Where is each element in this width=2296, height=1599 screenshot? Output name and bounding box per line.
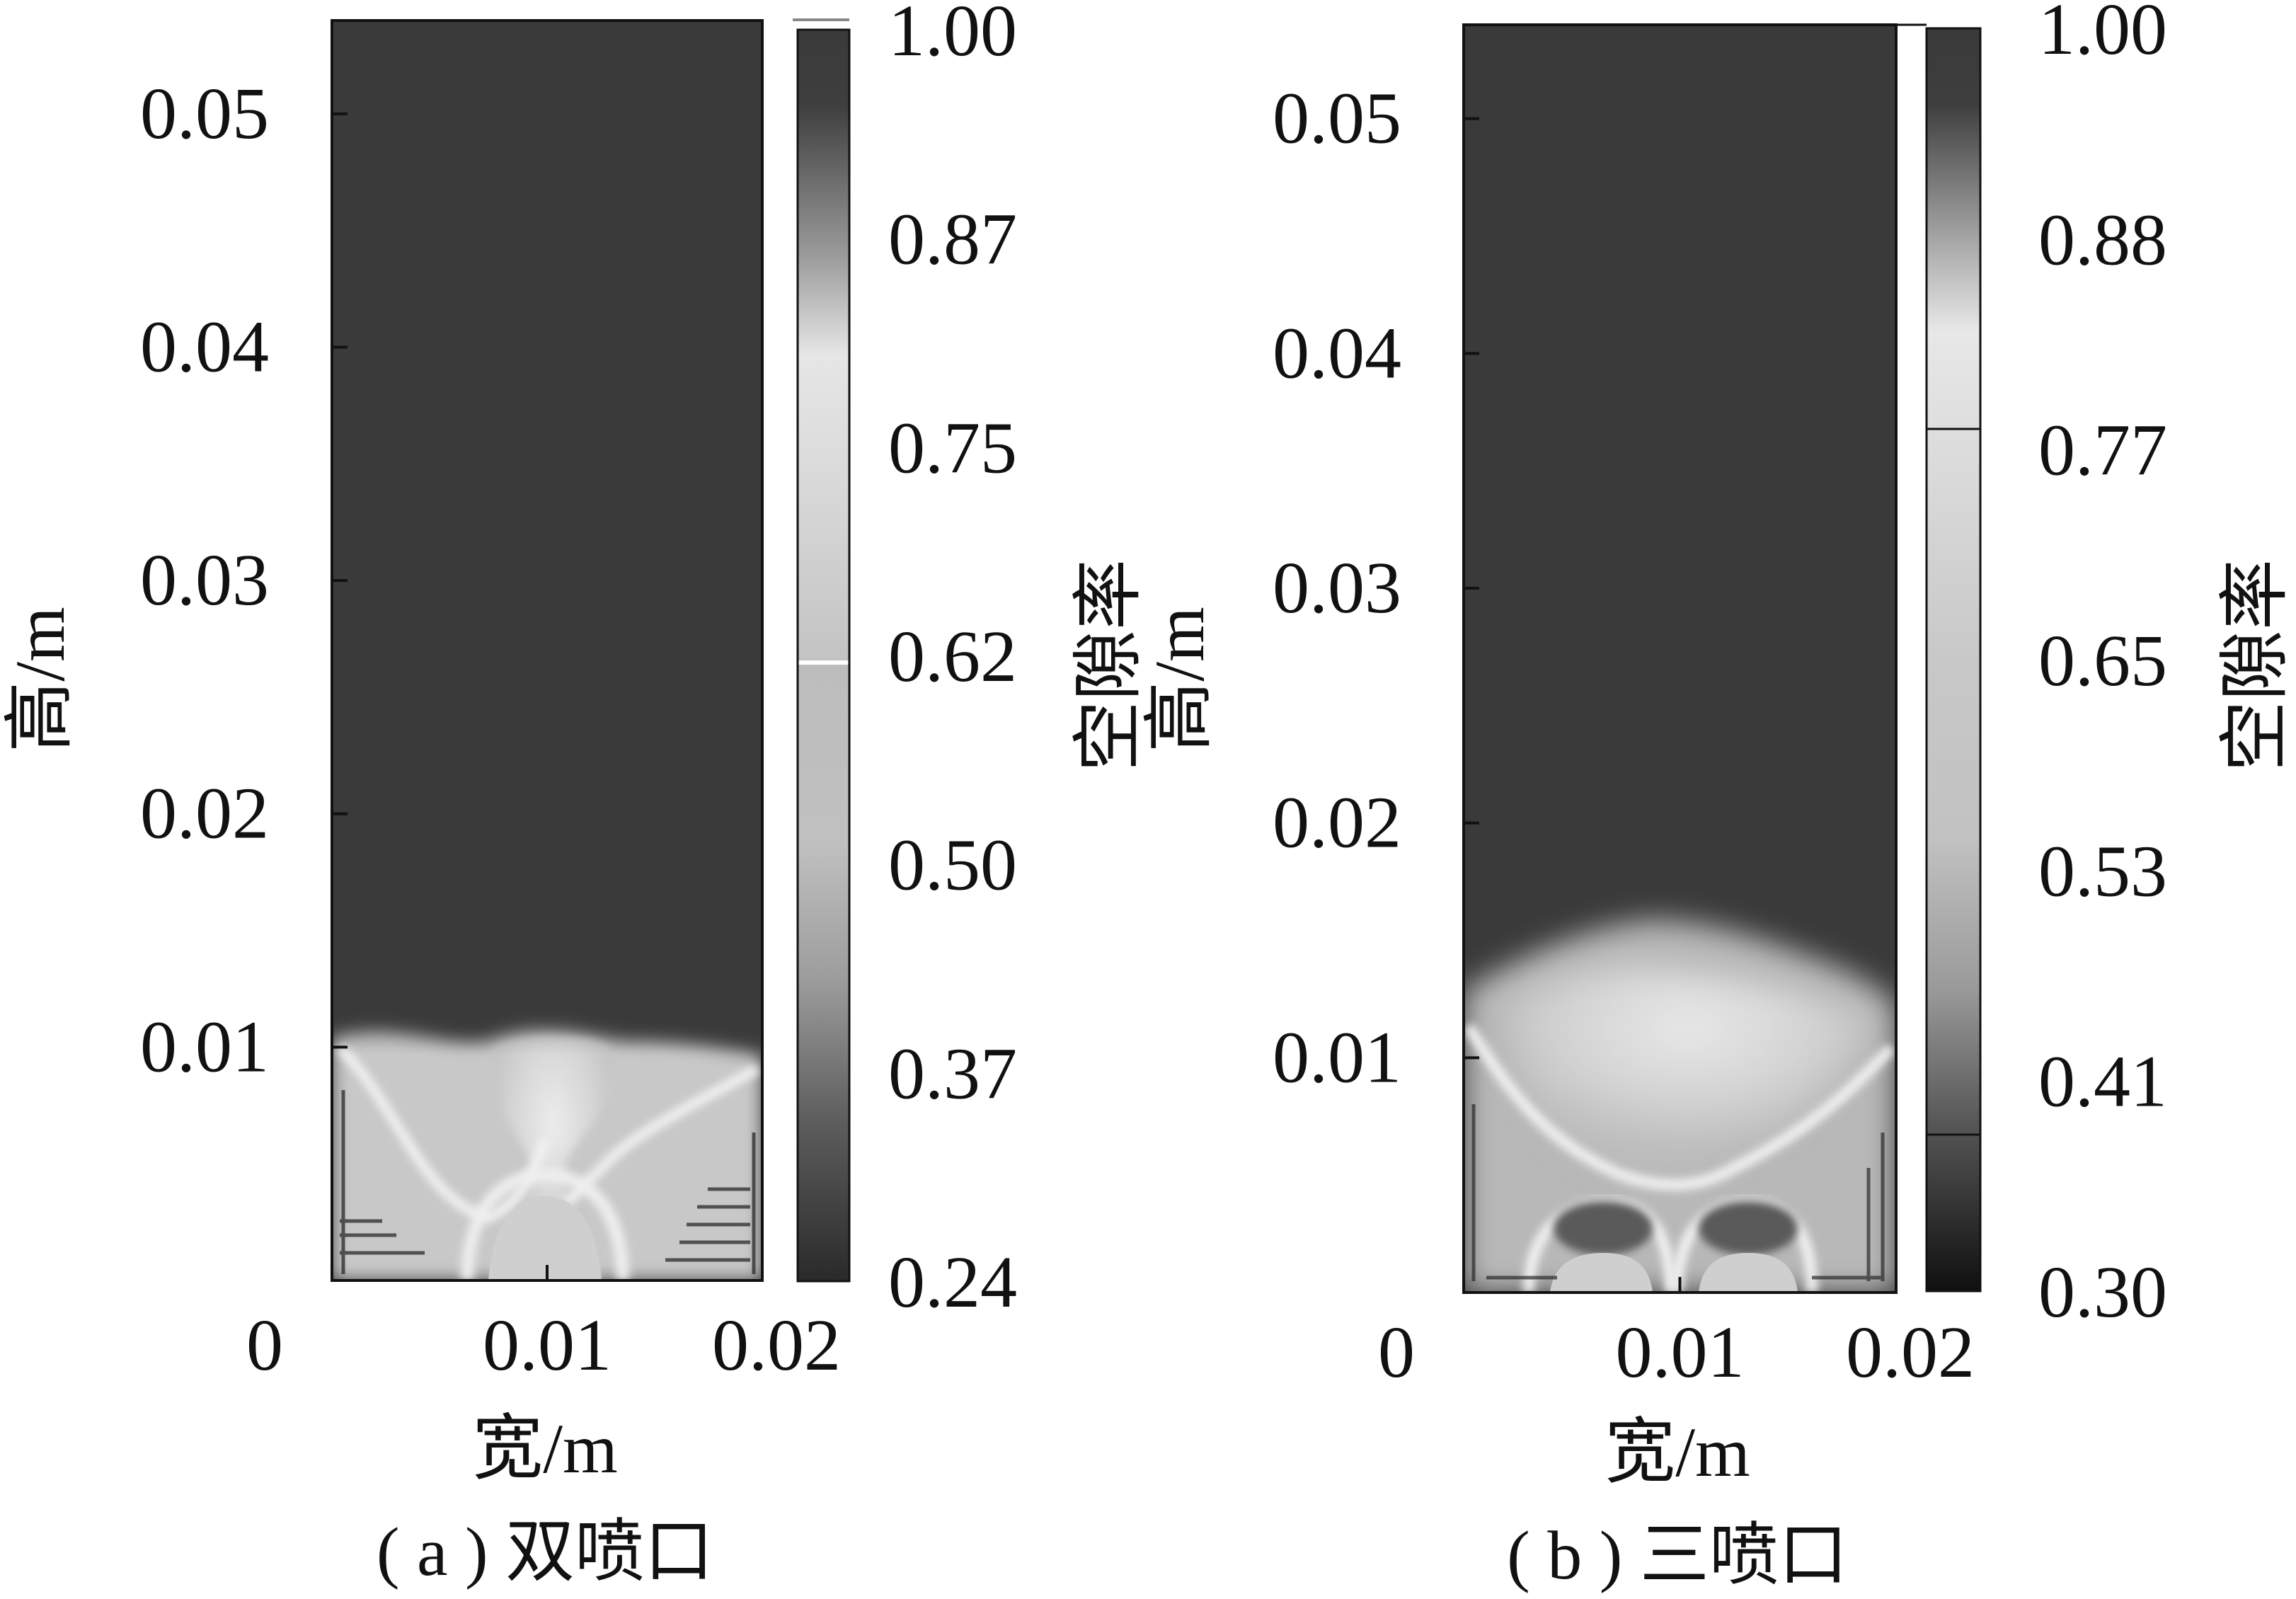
x-tick-label: 0.02 bbox=[1846, 1312, 1975, 1393]
y-tick-label: 0.01 bbox=[1273, 1016, 1401, 1098]
colorbar-tick-label: 0.37 bbox=[888, 1033, 1017, 1114]
colorbar-tick-label: 1.00 bbox=[2038, 0, 2167, 70]
colorbar-tick-label: 0.87 bbox=[888, 199, 1017, 280]
x-tick-label: 0.01 bbox=[483, 1305, 612, 1386]
colorbar-tick-label: 1.00 bbox=[888, 0, 1017, 71]
y-tick-label: 0.03 bbox=[140, 539, 269, 621]
caption-b: ( b ) 三喷口 bbox=[1507, 1518, 1848, 1594]
x-tick-label: 0.01 bbox=[1616, 1312, 1745, 1393]
panel-a: 0.01 0.02 0.03 0.04 0.05 0 0.01 0.02 1.00 0.87 0.… bbox=[1, 0, 1148, 1591]
y-tick-label: 0.03 bbox=[1273, 547, 1401, 629]
axes-b: 0.01 0.02 0.03 0.04 0.05 0 0.01 0.02 bbox=[1273, 78, 1975, 1393]
colorbar-tick-label: 0.77 bbox=[2038, 410, 2167, 491]
colorbar-tick-label: 0.50 bbox=[888, 825, 1017, 906]
y-tick-label: 0.01 bbox=[140, 1006, 269, 1087]
y-tick-label: 0.05 bbox=[1273, 78, 1401, 159]
colorbar-tick-label: 0.75 bbox=[888, 407, 1017, 488]
x-tick-label: 0 bbox=[246, 1305, 283, 1386]
x-axis-label-b: 宽/m bbox=[1605, 1413, 1750, 1491]
colorbar-tick-label: 0.24 bbox=[888, 1242, 1017, 1323]
colorbar-a-label: 空隙率 bbox=[1069, 559, 1148, 772]
colorbar-b bbox=[1927, 28, 1980, 1291]
x-tick-label: 0.02 bbox=[712, 1305, 841, 1386]
colorbar-a bbox=[798, 30, 849, 1281]
y-tick-label: 0.04 bbox=[140, 306, 269, 387]
x-tick-label: 0 bbox=[1378, 1312, 1415, 1393]
y-tick-label: 0.02 bbox=[140, 773, 269, 854]
x-axis-label-a: 宽/m bbox=[472, 1409, 618, 1488]
caption-a: ( a ) 双喷口 bbox=[377, 1514, 713, 1591]
colorbar-b-ticks: 1.00 0.88 0.77 0.65 0.53 0.41 0.30 bbox=[2038, 0, 2167, 1333]
axes-a: 0.01 0.02 0.03 0.04 0.05 0 0.01 0.02 bbox=[140, 73, 841, 1386]
y-tick-label: 0.04 bbox=[1273, 312, 1401, 394]
colorbar-a-ticks: 1.00 0.87 0.75 0.62 0.50 0.37 0.24 bbox=[888, 0, 1017, 1323]
y-tick-label: 0.05 bbox=[140, 73, 269, 154]
y-axis-label-b: 高/m bbox=[1140, 607, 1219, 752]
colorbar-tick-label: 0.88 bbox=[2038, 199, 2167, 280]
colorbar-b-label: 空隙率 bbox=[2216, 559, 2295, 772]
y-tick-label: 0.02 bbox=[1273, 782, 1401, 864]
colorbar-tick-label: 0.62 bbox=[888, 616, 1017, 697]
panel-b: 0.01 0.02 0.03 0.04 0.05 0 0.01 0.02 1.00 0.88 0.… bbox=[1140, 0, 2295, 1594]
colorbar-tick-label: 0.30 bbox=[2038, 1251, 2167, 1333]
colorbar-tick-label: 0.41 bbox=[2038, 1041, 2167, 1123]
colorbar-tick-label: 0.65 bbox=[2038, 620, 2167, 701]
y-axis-label-a: 高/m bbox=[1, 607, 79, 752]
heatmap-b bbox=[1464, 25, 1896, 1293]
heatmap-a bbox=[332, 21, 762, 1280]
colorbar-tick-label: 0.53 bbox=[2038, 830, 2167, 912]
